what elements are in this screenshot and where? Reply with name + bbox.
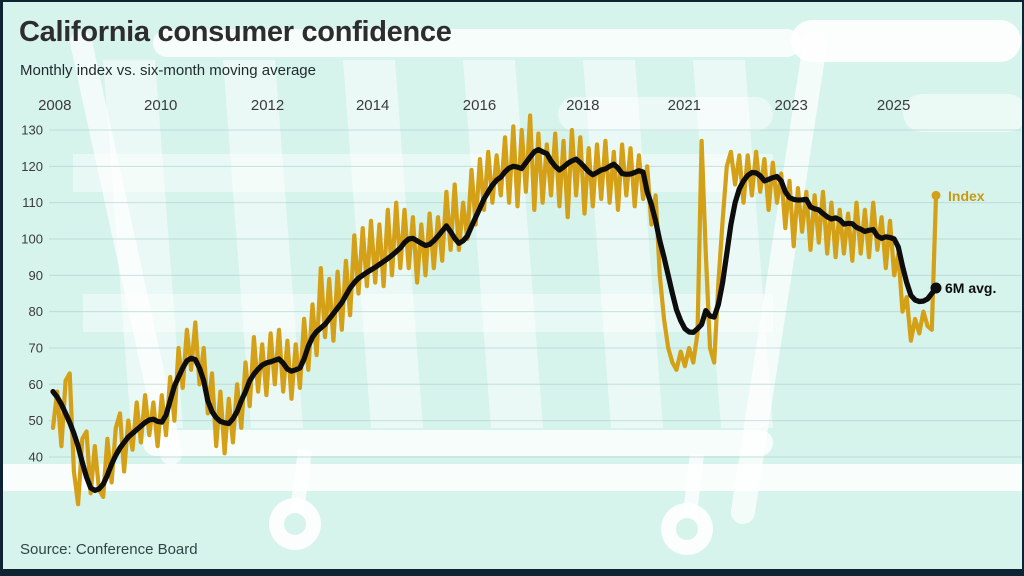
index-end-dot [931,190,941,200]
source-note: Source: Conference Board [20,541,198,558]
y-tick-label: 80 [29,304,43,319]
x-tick-label: 2010 [144,97,177,114]
series-label-6m-avg: 6M avg. [945,280,997,296]
consumer-confidence-chart: 40 50 60 70 80 90 100 110 120 130 2008 2010 2012 201… [3,20,1022,555]
y-axis-labels: 40 50 60 70 80 90 100 110 120 130 [21,123,43,465]
y-tick-label: 50 [29,413,43,428]
y-tick-label: 40 [29,449,43,464]
y-tick-label: 60 [29,377,43,392]
x-tick-label: 2021 [668,97,701,114]
x-tick-label: 2014 [356,97,389,114]
page-title: California consumer confidence [19,16,452,48]
x-tick-label: 2018 [566,97,599,114]
x-tick-label: 2012 [251,97,284,114]
x-axis-labels: 2008 2010 2012 2014 2016 2018 2021 2023 2025 [38,97,910,114]
x-tick-label: 2023 [775,97,808,114]
x-tick-label: 2025 [877,97,910,114]
y-tick-label: 70 [29,340,43,355]
six-month-avg-line [50,147,939,493]
shopping-cart-watermark [3,20,1022,555]
chart-subtitle: Monthly index vs. six-month moving avera… [20,62,316,79]
y-tick-label: 100 [21,231,43,246]
y-tick-label: 110 [22,195,43,210]
y-tick-label: 130 [21,123,43,138]
x-tick-label: 2008 [38,97,71,114]
x-tick-label: 2016 [463,97,496,114]
series-lines [50,113,942,507]
y-tick-label: 120 [21,159,43,174]
y-tick-label: 90 [29,268,43,283]
series-label-index: Index [948,188,985,204]
six-month-avg-end-dot [930,282,942,294]
